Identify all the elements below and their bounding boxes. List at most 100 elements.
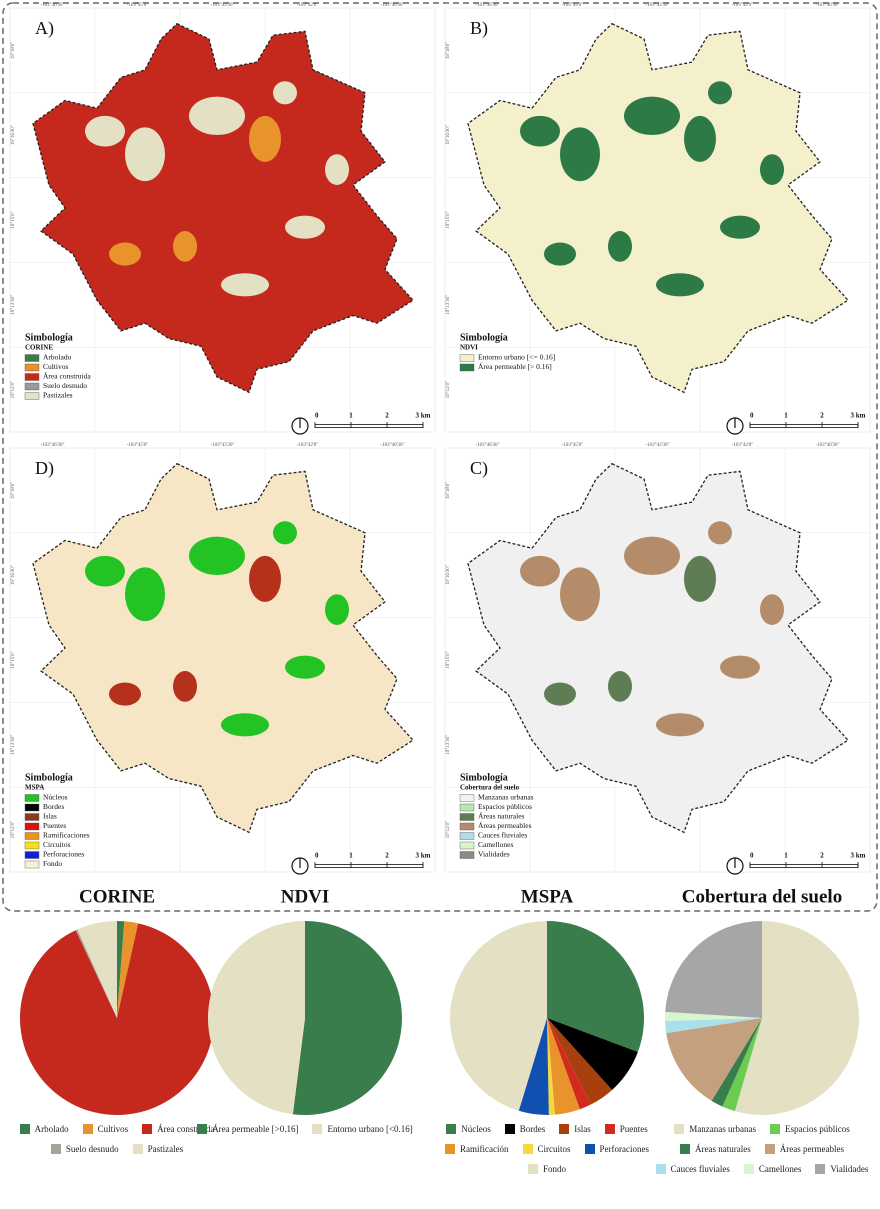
- legend-item: Camellones: [743, 1164, 802, 1174]
- legend-label: Entorno urbano [<= 0.16]: [478, 353, 555, 362]
- legend-label: Circuitos: [537, 1144, 571, 1154]
- map-frame: [2, 2, 878, 912]
- legend-label: Puentes: [43, 821, 66, 830]
- legend-swatch: [522, 1144, 533, 1154]
- legend-item: Vialidades: [815, 1164, 868, 1174]
- legend-swatch: [459, 363, 475, 372]
- map-patch: [109, 242, 141, 266]
- legend-label: Manzanas urbanas: [478, 793, 534, 802]
- legend-item: Circuitos: [522, 1144, 571, 1154]
- legend-swatch: [24, 841, 40, 850]
- legend-label: Ramificaciones: [43, 831, 90, 840]
- pie-slice: [547, 1018, 580, 1115]
- legend-swatch: [132, 1144, 143, 1154]
- legend-subtitle: Cobertura del suelo: [460, 784, 520, 792]
- legend-swatch: [24, 392, 40, 400]
- legend-label: Núcleos: [461, 1124, 491, 1134]
- map-patch: [221, 273, 269, 297]
- legend-item: Arbolado: [19, 1124, 69, 1134]
- map-boundary: [32, 22, 414, 394]
- pie-slice: [666, 1018, 762, 1101]
- coordinate-label: 19°15'0": [11, 211, 16, 228]
- map-patch: [85, 555, 125, 587]
- legend-label: Camellones: [758, 1164, 802, 1174]
- legend-label: Espacios públicos: [784, 1124, 850, 1134]
- coordinate-label: 19°16'30": [446, 565, 451, 585]
- legend-item: Área permeable [>0.16]: [197, 1124, 298, 1134]
- legend-subtitle: NDVI: [460, 344, 478, 352]
- map-patch: [285, 215, 325, 239]
- legend-swatch: [24, 822, 40, 831]
- legend-title: Simbología: [460, 332, 508, 343]
- legend-swatch: [604, 1124, 615, 1134]
- legend-swatch: [459, 841, 475, 850]
- scale-label: 0: [315, 412, 319, 420]
- scale-label: 1: [784, 852, 788, 860]
- legend-label: Área construida: [43, 371, 91, 381]
- coordinate-label: -103°40'30": [380, 443, 404, 448]
- scale-bar: [749, 864, 859, 868]
- coordinate-label: 19°18'0": [446, 42, 451, 59]
- legend-label: Núcleos: [43, 793, 68, 802]
- pie-slice: [77, 921, 117, 1018]
- coordinate-label: 19°13'30": [446, 735, 451, 755]
- legend-swatch: [445, 1144, 456, 1154]
- map-area: [33, 23, 413, 393]
- scale-label: 3 km: [416, 412, 431, 420]
- legend-swatch: [312, 1124, 323, 1134]
- coordinate-label: 19°15'0": [446, 651, 451, 668]
- chart-title: NDVI: [281, 886, 330, 907]
- map-patch: [760, 594, 784, 625]
- legend-item: Pastizales: [132, 1144, 184, 1154]
- legend-item: Suelo desnudo: [50, 1144, 119, 1154]
- coordinate-label: -103°46'30": [40, 443, 64, 448]
- coordinate-label: 19°13'30": [11, 735, 16, 755]
- legend-item: Fondo: [527, 1164, 566, 1174]
- map-patches: [85, 521, 349, 737]
- legend: Área permeable [>0.16] Entorno urbano [<0…: [195, 1124, 415, 1134]
- map-patch: [325, 154, 349, 185]
- legend-swatch: [19, 1124, 30, 1134]
- map-panel: -103°46'30" -103°45'0" -103°43'30" -103°42'…: [9, 443, 436, 875]
- legend-swatch: [24, 803, 40, 812]
- coordinate-label: -103°43'30": [645, 3, 669, 8]
- map-boundary: [467, 462, 849, 834]
- chart-title: CORINE: [79, 886, 155, 907]
- pie-slice: [518, 1018, 549, 1115]
- legend-swatch: [764, 1144, 775, 1154]
- legend-label: Fondo: [542, 1164, 566, 1174]
- legend-label: Pastizales: [147, 1144, 184, 1154]
- legend-swatch: [584, 1144, 595, 1154]
- map-patch: [560, 127, 600, 182]
- legend-label: Camellones: [478, 840, 513, 849]
- map-patch: [560, 567, 600, 622]
- pie-slice: [734, 921, 859, 1115]
- legend-label: Área permeable [> 0.16]: [478, 361, 552, 371]
- legend-swatch: [459, 851, 475, 859]
- legend-title: Simbología: [460, 772, 508, 783]
- legend-item: Área construida: [142, 1124, 214, 1134]
- legend-label: Islas: [43, 812, 57, 821]
- map-patch: [125, 127, 165, 182]
- coordinate-label: 19°15'0": [446, 211, 451, 228]
- coordinate-label: 19°13'30": [446, 295, 451, 315]
- scale-label: 2: [385, 412, 389, 420]
- legend: Núcleos Bordes Islas Puentes Ramificación Cir…: [437, 1124, 657, 1174]
- coordinate-label: 19°18'0": [11, 42, 16, 59]
- legend-swatch: [24, 860, 40, 869]
- legend-label: Manzanas urbanas: [689, 1124, 756, 1134]
- map-patch: [656, 273, 704, 297]
- map-patch: [544, 682, 576, 706]
- coordinate-label: -103°43'30": [210, 443, 234, 448]
- coordinate-label: -103°46'30": [475, 3, 499, 8]
- legend-title: Simbología: [25, 772, 73, 783]
- legend-swatch: [82, 1124, 93, 1134]
- pie-slice: [711, 1018, 762, 1107]
- legend-label: Áreas naturales: [478, 811, 525, 821]
- map-patch: [720, 655, 760, 679]
- coordinate-label: 19°16'30": [11, 565, 16, 585]
- legend-swatch: [24, 813, 40, 821]
- pie-slice: [665, 1018, 762, 1034]
- legend-swatch: [769, 1124, 780, 1134]
